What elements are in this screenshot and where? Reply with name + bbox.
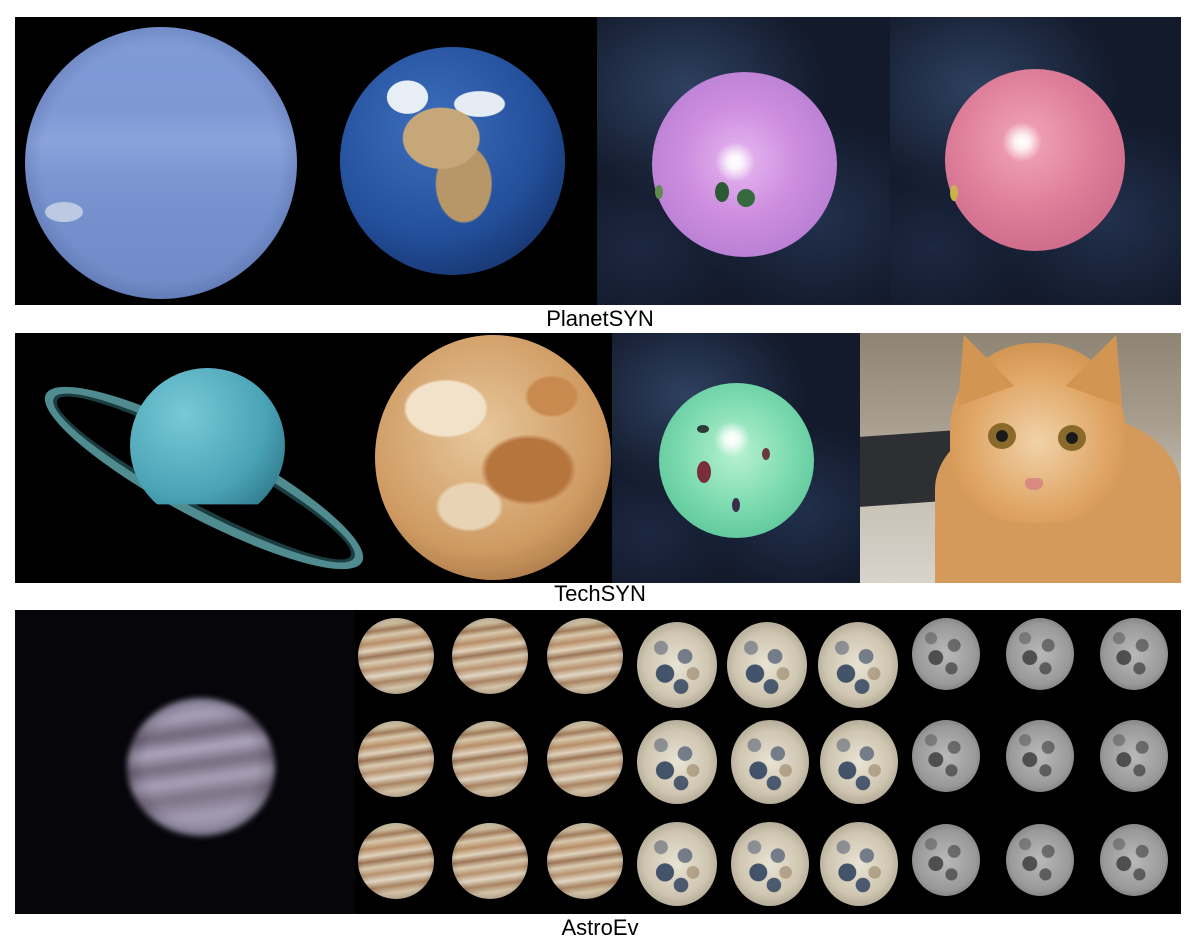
color-moon-r2-c1 (637, 720, 717, 804)
grey-moon-r1-c2 (1006, 618, 1074, 690)
neptune-image (15, 17, 315, 305)
tan-planet (375, 335, 611, 580)
synthetic-purple-sphere-image (597, 17, 890, 305)
color-moon-r1-c2 (727, 622, 807, 708)
ringed-planet-body (130, 368, 285, 505)
pink-sphere (945, 69, 1125, 251)
grey-moon-r2-c1 (912, 720, 980, 792)
grey-moon-r1-c3 (1100, 618, 1168, 690)
color-moon-r3-c2 (731, 822, 809, 906)
jupiter-r2-c3 (547, 721, 623, 797)
techsyn-panel (15, 333, 1181, 583)
astroev-panel (15, 610, 1181, 914)
grey-moon-r2-c3 (1100, 720, 1168, 792)
grey-moon-r3-c2 (1006, 824, 1074, 896)
color-moon-r1-c1 (637, 622, 717, 708)
cat-eye-left (988, 423, 1016, 449)
jupiter-r3-c3 (547, 823, 623, 899)
planetsyn-panel (15, 17, 1181, 305)
earth-image (315, 17, 597, 305)
jupiter-r2-c1 (358, 721, 434, 797)
jupiter-r1-c1 (358, 618, 434, 694)
pink-sphere-blob (950, 185, 958, 201)
color-moon-r3-c3 (820, 822, 898, 906)
grey-moon-r1-c1 (912, 618, 980, 690)
astroev-caption: AstroEv (561, 915, 639, 940)
color-moon-r3-c1 (637, 822, 717, 906)
synthetic-pink-sphere-image (890, 17, 1181, 305)
blurry-jupiter (127, 698, 275, 836)
cat-eye-right (1058, 425, 1086, 451)
green-sphere-highlight (714, 421, 750, 457)
purple-sphere-blob-1 (715, 182, 729, 202)
purple-sphere-highlight (715, 142, 755, 182)
cat-photo-image (860, 333, 1181, 583)
green-sphere-blob-2 (697, 425, 709, 433)
ringed-planet-image (15, 333, 365, 583)
synthetic-green-sphere-image (612, 333, 860, 583)
jupiter-grid (355, 610, 635, 914)
purple-sphere-blob-2 (737, 189, 755, 207)
neptune-planet (25, 27, 297, 299)
green-sphere-blob-1 (697, 461, 711, 483)
color-moon-r1-c3 (818, 622, 898, 708)
grey-moon-r2-c2 (1006, 720, 1074, 792)
cloudy-tan-planet-image (365, 333, 612, 583)
color-moon-r2-c3 (820, 720, 898, 804)
jupiter-r2-c2 (452, 721, 528, 797)
green-sphere-blob-3 (732, 498, 740, 512)
jupiter-r3-c1 (358, 823, 434, 899)
pink-sphere-highlight (1002, 122, 1042, 162)
planetsyn-caption: PlanetSYN (546, 306, 654, 331)
neptune-storm-spot (45, 202, 83, 222)
green-sphere (659, 383, 814, 538)
jupiter-r3-c2 (452, 823, 528, 899)
purple-sphere-blob-3 (655, 185, 663, 199)
grey-moon-grid (910, 610, 1181, 914)
blurry-jupiter-image (15, 610, 355, 914)
cat-head (950, 343, 1125, 523)
grey-moon-r3-c3 (1100, 824, 1168, 896)
color-moon-grid (635, 610, 910, 914)
green-sphere-blob-4 (762, 448, 770, 460)
color-moon-r2-c2 (731, 720, 809, 804)
techsyn-caption: TechSYN (554, 581, 646, 606)
jupiter-r1-c3 (547, 618, 623, 694)
grey-moon-r3-c1 (912, 824, 980, 896)
earth-planet (340, 47, 565, 275)
jupiter-r1-c2 (452, 618, 528, 694)
cat-nose (1025, 478, 1043, 490)
